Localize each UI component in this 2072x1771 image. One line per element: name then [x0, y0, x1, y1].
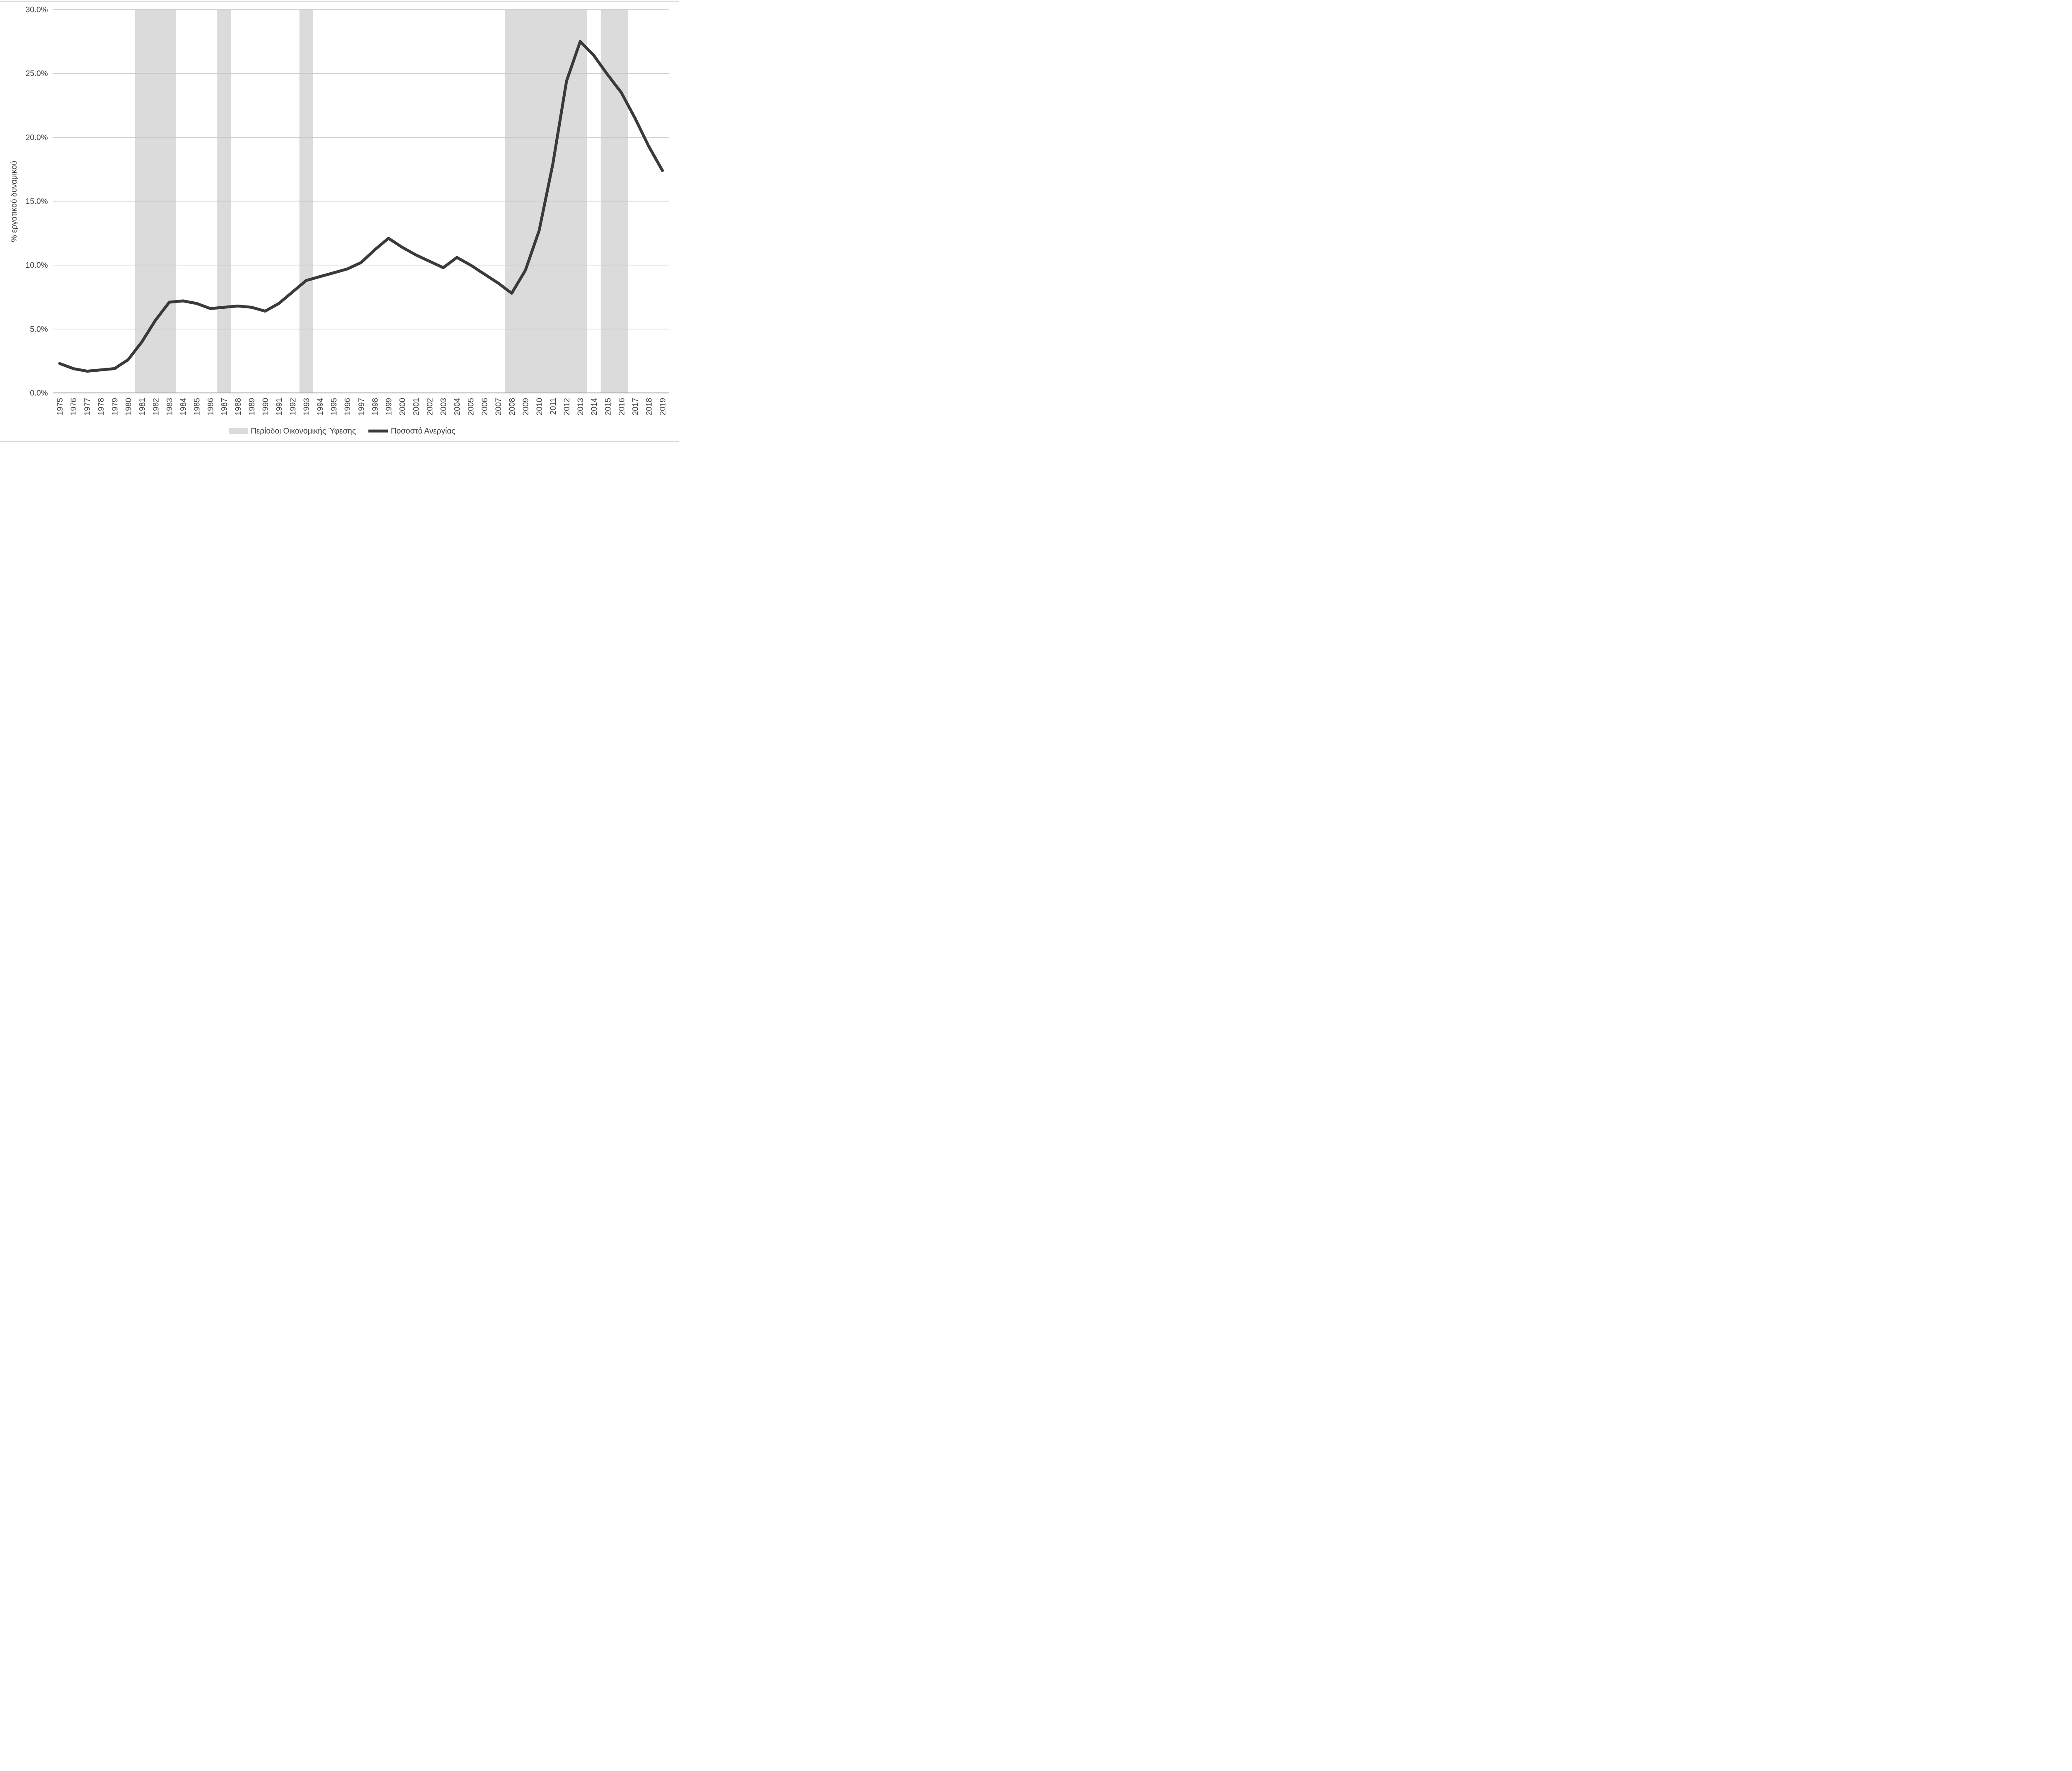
y-axis-tick-labels: 0.0% 5.0% 10.0% 15.0% 20.0% 25.0% 30.0%: [26, 6, 48, 398]
x-axis-tick-labels: 1975 1976 1977 1978 1979 1980 1981 1982 1983 1984…: [56, 398, 668, 416]
x-tick-label: 2005: [467, 398, 476, 415]
x-tick-label: 2000: [398, 398, 407, 415]
unemployment-rate-line: [58, 40, 664, 373]
x-tick-label: 2015: [604, 398, 612, 415]
x-tick-label: 1998: [371, 398, 380, 415]
x-tick-label: 1977: [83, 398, 92, 415]
x-tick-label: 2003: [440, 398, 448, 415]
y-tick-label: 25.0%: [26, 70, 48, 78]
x-tick-label: 2019: [659, 398, 668, 415]
unemployment-line-chart: 0.0%5.0%10.0%15.0%20.0%25.0%30.0% 1975 19…: [0, 0, 679, 442]
x-tick-label: 2013: [576, 398, 585, 415]
x-tick-label: 1994: [316, 398, 325, 416]
x-tick-label: 1980: [124, 398, 133, 415]
legend-recession-label: Περίοδοι Οικονομικής Ύφεσης: [251, 427, 356, 436]
y-tick-label: 30.0%: [26, 6, 48, 15]
x-tick-label: 1983: [166, 398, 174, 415]
x-tick-label: 2006: [481, 398, 489, 415]
x-tick-label: 1991: [275, 398, 284, 415]
x-tick-label: 1997: [357, 398, 366, 415]
x-tick-label: 2010: [535, 398, 544, 415]
x-tick-label: 1996: [344, 398, 352, 415]
x-tick-label: 1984: [179, 398, 188, 416]
y-tick-label: 20.0%: [26, 133, 48, 142]
x-tick-label: 1985: [193, 398, 202, 415]
y-tick-label: 15.0%: [26, 197, 48, 206]
legend: Περίοδοι Οικονομικής Ύφεσης Ποσοστό Ανερ…: [229, 427, 455, 436]
x-tick-label: 1988: [234, 398, 243, 415]
x-tick-label: 2018: [645, 398, 654, 415]
x-tick-label: 1992: [289, 398, 298, 415]
x-tick-label: 2008: [508, 398, 517, 415]
y-axis-title: % εργατικού δυναμικού: [10, 161, 19, 242]
x-tick-label: 2012: [563, 398, 571, 415]
recession-period-swatch: [229, 428, 248, 434]
x-tick-label: 2017: [631, 398, 640, 415]
y-tick-label: 5.0%: [30, 325, 48, 334]
x-tick-label: 1981: [138, 398, 147, 415]
x-tick-label: 1999: [385, 398, 393, 415]
x-tick-label: 2002: [426, 398, 435, 415]
x-tick-label: 2016: [617, 398, 626, 415]
y-tick-label: 0.0%: [30, 389, 48, 398]
x-tick-label: 2009: [522, 398, 530, 415]
x-tick-label: 1995: [330, 398, 339, 415]
gridlines-layer: [53, 9, 669, 394]
x-tick-label: 2014: [590, 398, 599, 416]
x-tick-label: 1986: [207, 398, 215, 415]
chart-frame: 0.0% 5.0% 10.0% 15.0% 20.0% 25.0% 30.0% 1975 19…: [0, 0, 679, 443]
series-layer: [58, 40, 664, 373]
x-tick-label: 2001: [412, 398, 421, 415]
x-tick-label: 1976: [70, 398, 78, 415]
x-tick-label: 1989: [248, 398, 257, 415]
x-tick-label: 1975: [56, 398, 65, 415]
y-tick-label: 10.0%: [26, 261, 48, 270]
x-tick-label: 2007: [494, 398, 503, 415]
x-tick-label: 1993: [303, 398, 311, 415]
x-tick-label: 2004: [453, 398, 462, 416]
x-tick-label: 1978: [97, 398, 106, 415]
x-tick-label: 1987: [220, 398, 229, 415]
x-tick-label: 1982: [152, 398, 160, 415]
x-tick-label: 2011: [549, 398, 558, 415]
x-tick-label: 1990: [261, 398, 270, 415]
x-tick-label: 1979: [111, 398, 119, 415]
legend-series-label: Ποσοστό Ανεργίας: [391, 427, 455, 436]
